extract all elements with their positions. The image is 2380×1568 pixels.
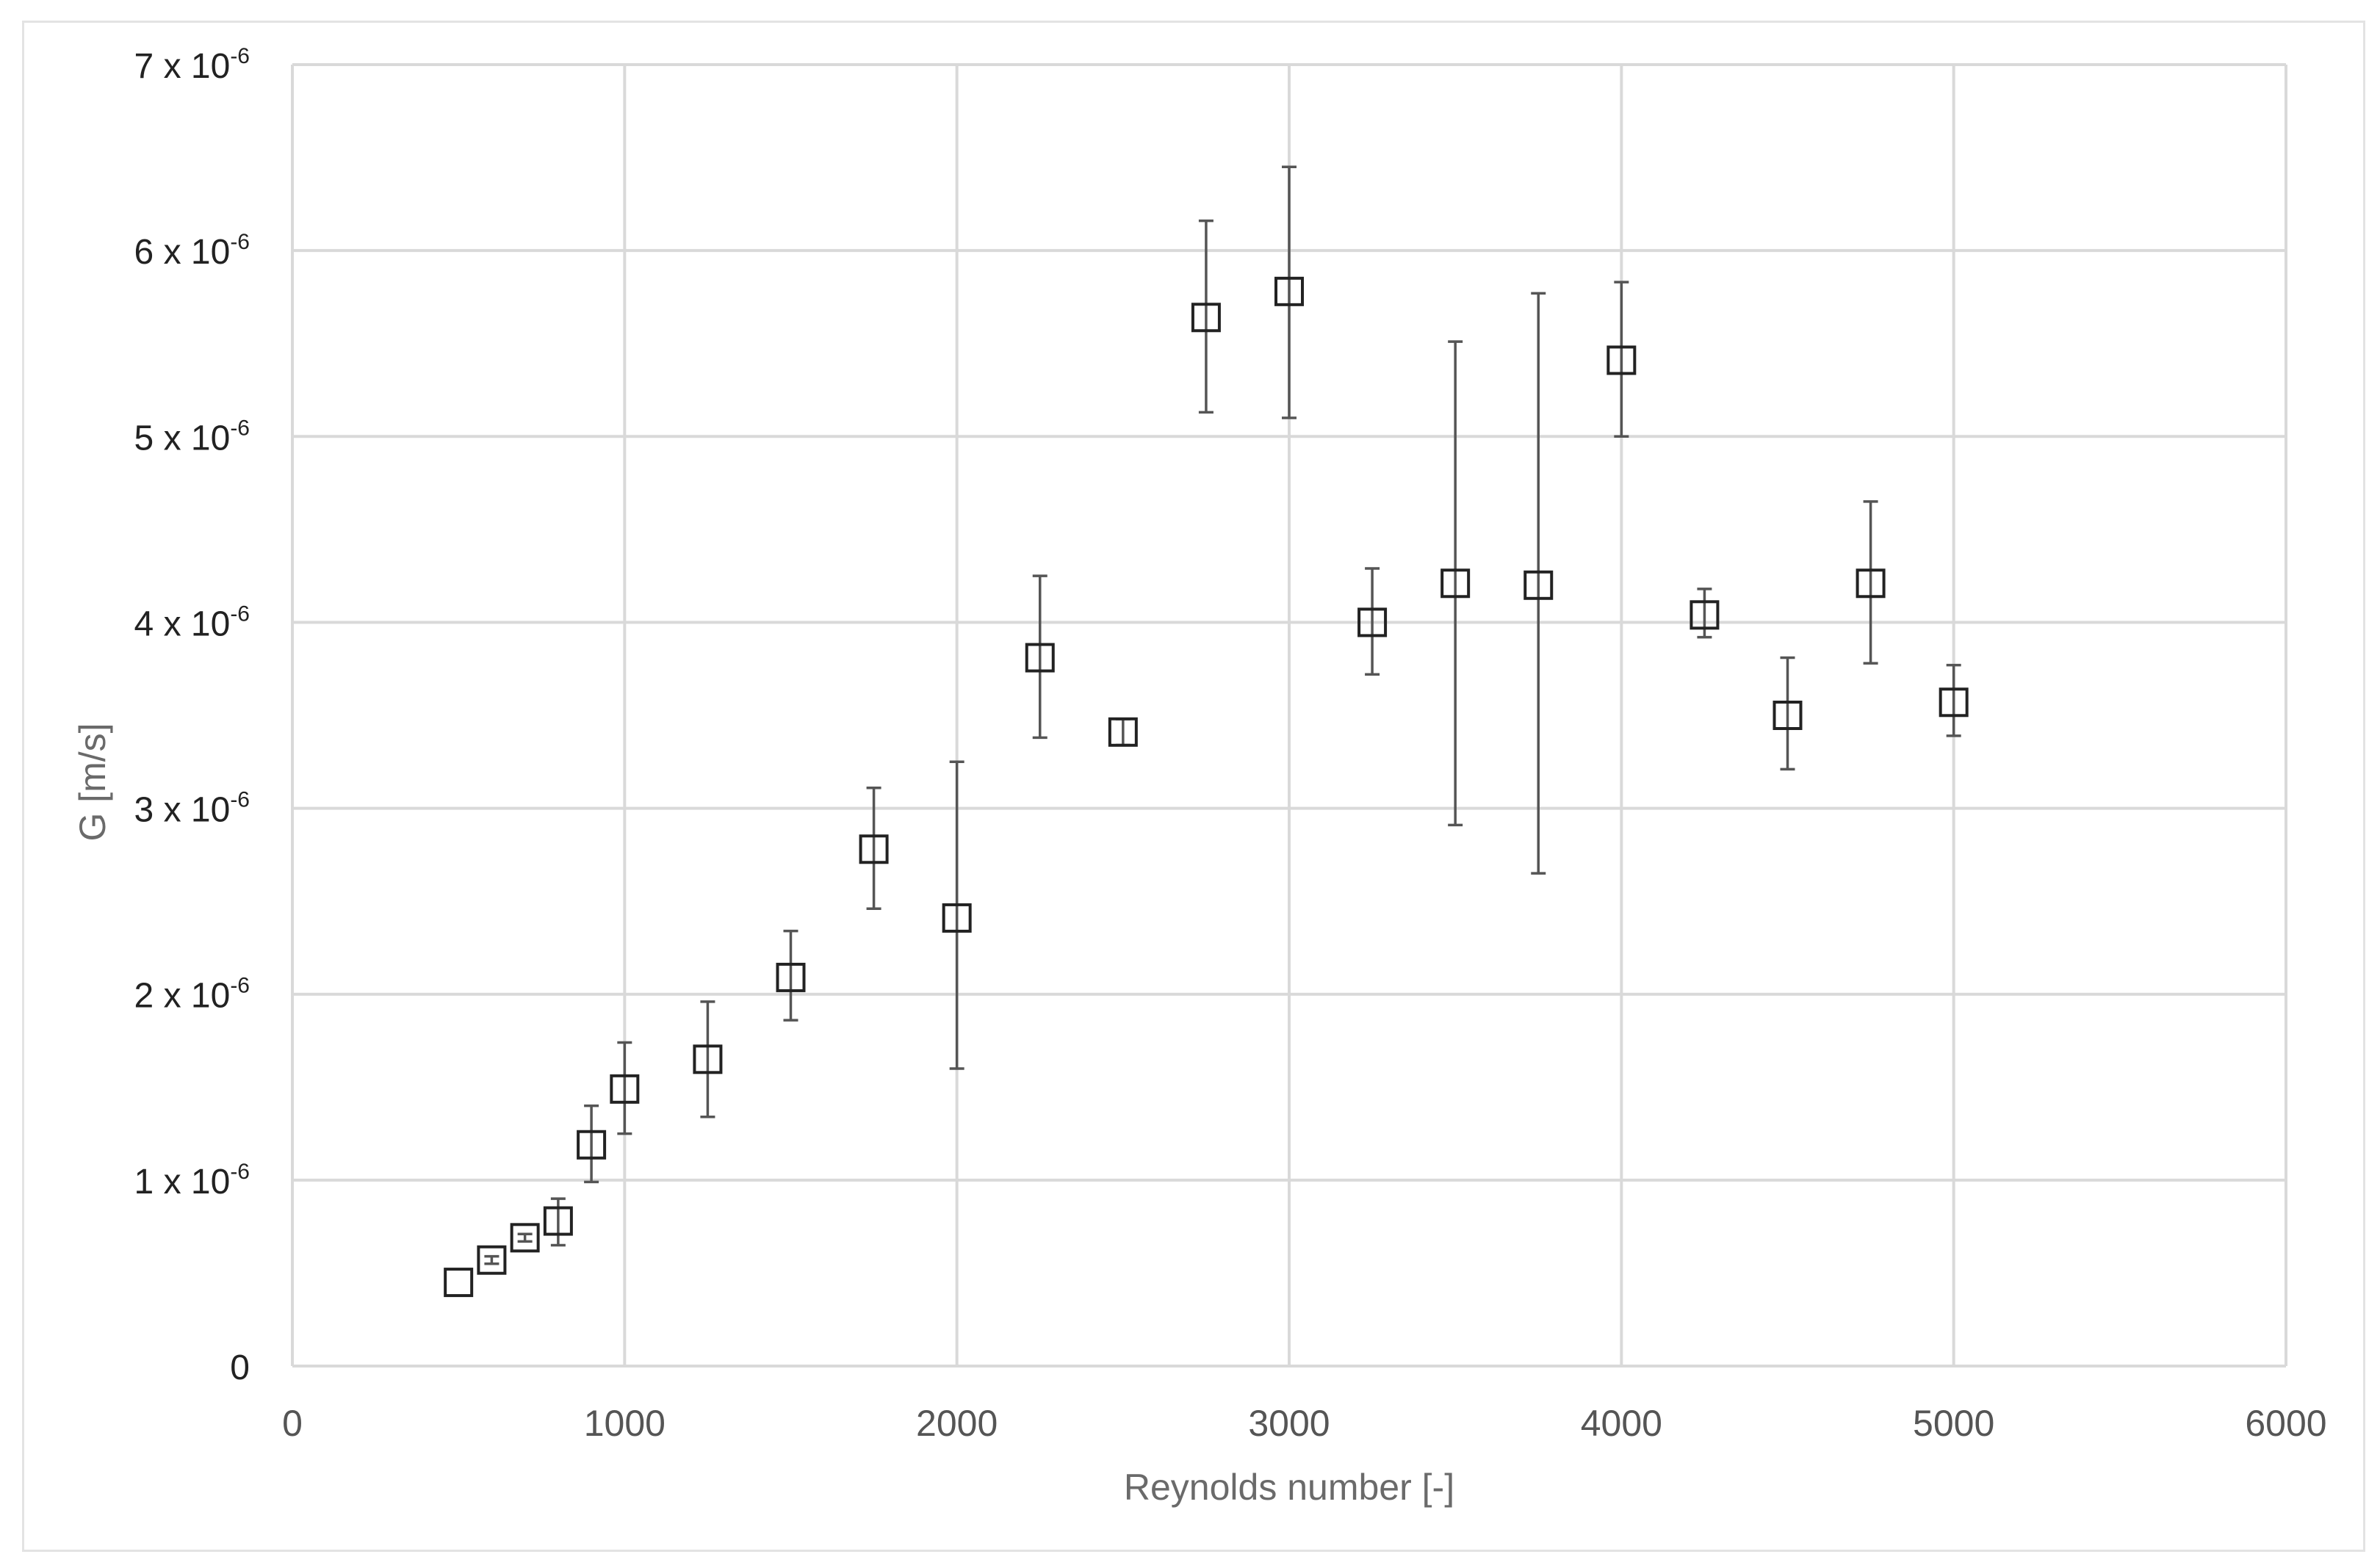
- x-tick-label: 0: [282, 1403, 303, 1444]
- x-tick-label: 5000: [1913, 1403, 1994, 1444]
- data-point: [693, 1044, 723, 1074]
- x-tick-label: 3000: [1248, 1403, 1330, 1444]
- y-tick-label: 7 x 10-6: [134, 44, 250, 86]
- data-point: [942, 903, 972, 933]
- data-point: [1690, 600, 1720, 630]
- data-point: [1357, 607, 1388, 637]
- data-point: [510, 1223, 540, 1253]
- y-tick-label: 4 x 10-6: [134, 601, 250, 643]
- data-point: [477, 1245, 507, 1275]
- y-axis-title: G [m/s]: [72, 723, 113, 841]
- data-point: [859, 834, 889, 864]
- data-point: [1939, 687, 1969, 718]
- x-tick-label: 2000: [916, 1403, 998, 1444]
- data-point: [1274, 276, 1304, 306]
- y-tick-label: 3 x 10-6: [134, 788, 250, 830]
- chart-frame: [22, 21, 2365, 1552]
- y-tick-label: 2 x 10-6: [134, 974, 250, 1016]
- data-point: [543, 1206, 573, 1236]
- data-point: [610, 1074, 640, 1104]
- data-point: [776, 962, 806, 992]
- data-point: [1440, 568, 1471, 599]
- x-axis-ticks: 0 1000 2000 3000 4000 5000 6000: [282, 1403, 2327, 1444]
- y-tick-label: 0: [230, 1348, 250, 1387]
- data-markers: [444, 276, 1969, 1298]
- x-tick-label: 6000: [2245, 1403, 2326, 1444]
- data-point: [444, 1268, 474, 1298]
- y-axis-ticks: 0 1 x 10-6 2 x 10-6 3 x 10-6 4 x 10-6 5 x 10-…: [134, 44, 250, 1387]
- y-tick-label: 1 x 10-6: [134, 1160, 250, 1202]
- error-bars: [484, 165, 1961, 1265]
- data-point: [1856, 568, 1886, 599]
- data-point: [1773, 701, 1803, 730]
- data-point: [1025, 643, 1055, 673]
- x-tick-label: 1000: [584, 1403, 666, 1444]
- y-tick-label: 5 x 10-6: [134, 416, 250, 458]
- data-point: [1606, 345, 1637, 375]
- x-axis-title: Reynolds number [-]: [1124, 1467, 1454, 1508]
- data-point: [1108, 717, 1138, 747]
- data-point: [1191, 303, 1221, 333]
- y-tick-label: 6 x 10-6: [134, 230, 250, 272]
- x-tick-label: 4000: [1581, 1403, 1662, 1444]
- data-point: [577, 1130, 607, 1160]
- data-point: [1523, 570, 1554, 600]
